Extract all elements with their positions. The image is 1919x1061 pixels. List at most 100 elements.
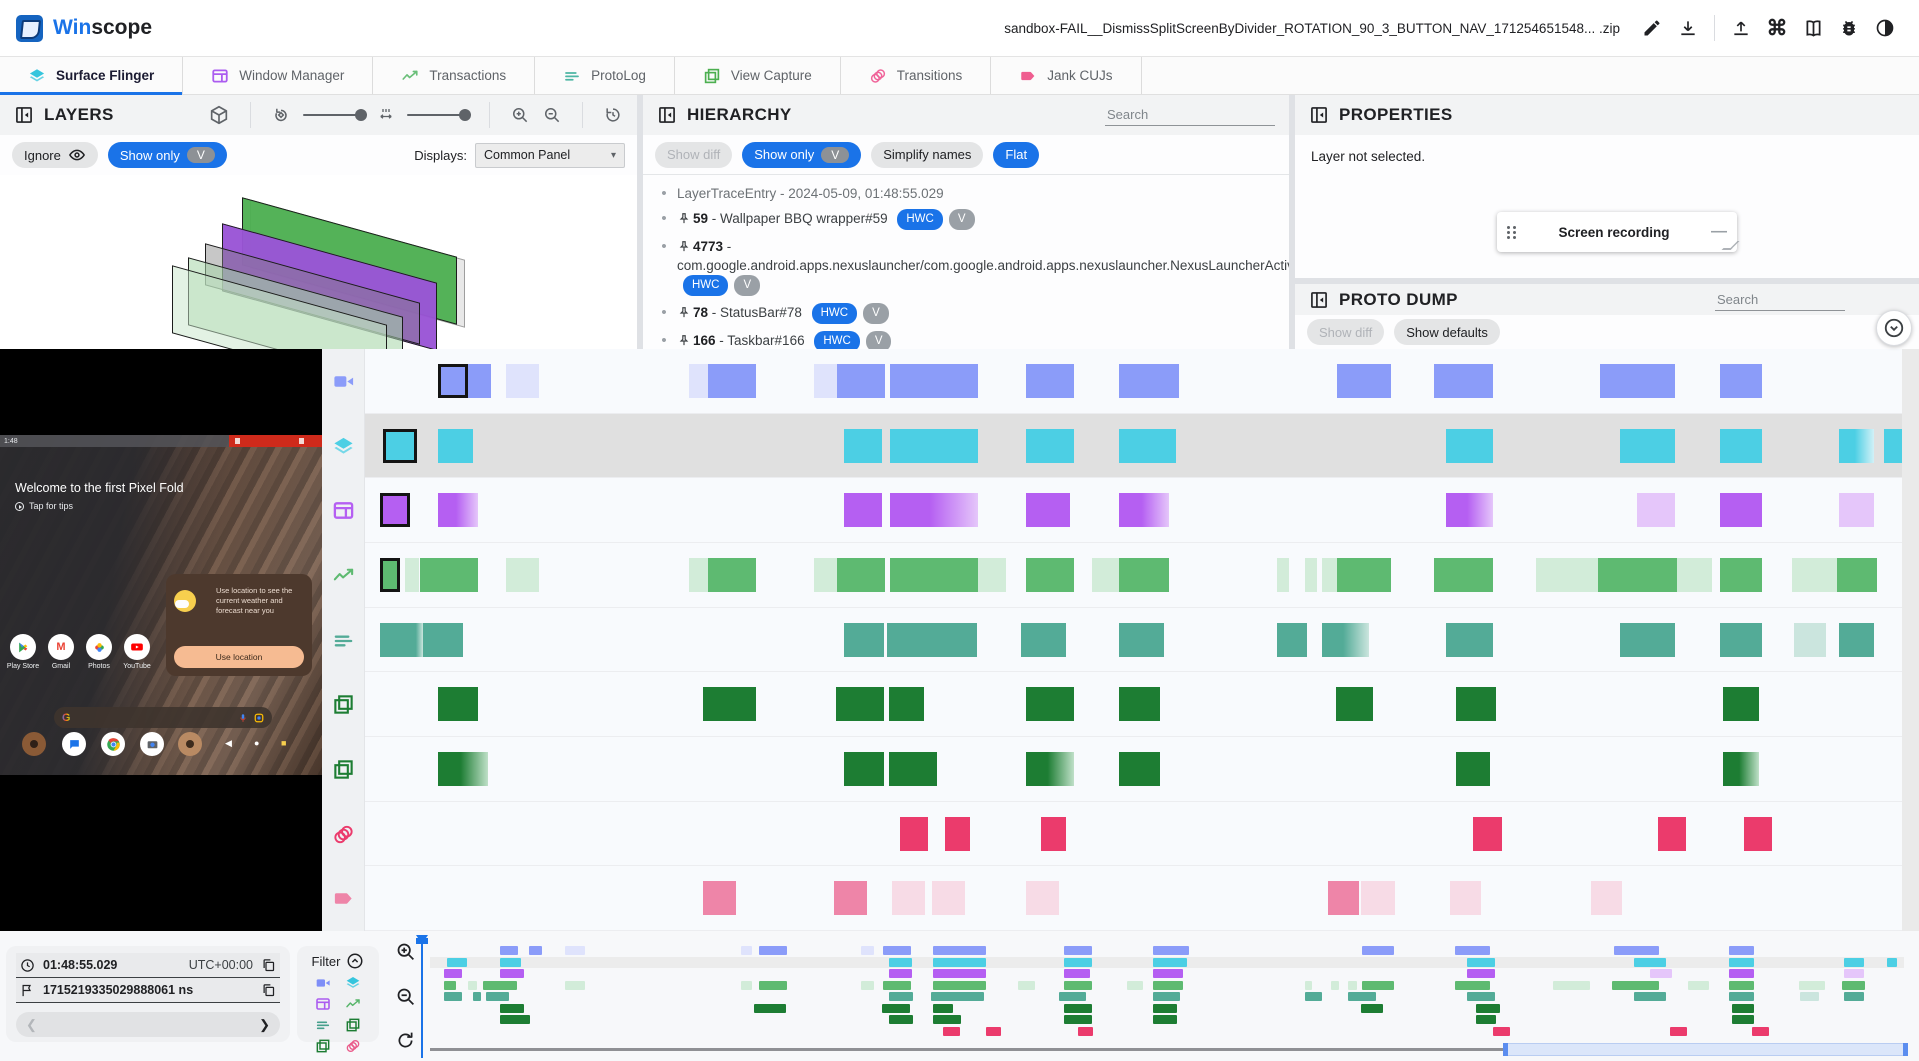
zoom-out-icon[interactable] xyxy=(542,105,562,125)
transitions-filter-icon[interactable] xyxy=(345,1038,361,1054)
copy-icon[interactable] xyxy=(261,958,276,973)
timeline-cursor[interactable] xyxy=(416,935,428,1058)
protolog-filter-icon[interactable] xyxy=(315,1017,331,1033)
trace-block[interactable] xyxy=(1720,558,1762,592)
trace-block[interactable] xyxy=(932,881,965,916)
timeline-row-jank-cujs[interactable] xyxy=(365,866,1902,932)
timeline-row-transactions[interactable] xyxy=(365,543,1902,608)
zoom-out-icon[interactable] xyxy=(395,986,416,1007)
vc-icon[interactable] xyxy=(332,693,355,716)
trace-block[interactable] xyxy=(1337,364,1391,398)
simplify-names-chip[interactable]: Simplify names xyxy=(871,141,984,168)
trace-block[interactable] xyxy=(1884,428,1902,463)
spacing-slider[interactable] xyxy=(407,109,471,121)
trace-block[interactable] xyxy=(1119,364,1179,398)
trace-block[interactable] xyxy=(1792,558,1837,592)
show-diff-chip[interactable]: Show diff xyxy=(1307,319,1385,345)
trace-block[interactable] xyxy=(438,493,478,528)
trace-block[interactable] xyxy=(890,428,978,463)
video-filter-icon[interactable] xyxy=(315,975,331,991)
trace-block[interactable] xyxy=(1119,493,1169,528)
tree-item-trace-entry[interactable]: • LayerTraceEntry - 2024-05-09, 01:48:55.… xyxy=(653,181,1289,206)
trace-block[interactable] xyxy=(703,881,736,916)
trace-block[interactable] xyxy=(1277,622,1307,657)
tree-item-layer[interactable]: • 4773 - com.google.android.apps.nexuslau… xyxy=(653,234,1289,300)
trace-block[interactable] xyxy=(1277,558,1289,592)
minimap-zoom-window[interactable] xyxy=(1503,1043,1908,1056)
reset-zoom-icon[interactable] xyxy=(395,1030,416,1051)
trace-block[interactable] xyxy=(889,687,924,722)
trace-block[interactable] xyxy=(1026,428,1074,463)
trace-block[interactable] xyxy=(1456,687,1496,722)
tab-view-capture[interactable]: View Capture xyxy=(675,57,841,94)
trace-block[interactable] xyxy=(1337,558,1391,592)
dark-mode-toggle-icon[interactable] xyxy=(1867,10,1903,46)
zoom-in-icon[interactable] xyxy=(510,105,530,125)
trace-block[interactable] xyxy=(1119,428,1176,463)
trace-block[interactable] xyxy=(1794,622,1826,657)
trace-block[interactable] xyxy=(1720,364,1762,398)
wm-icon[interactable] xyxy=(332,499,355,522)
trace-block[interactable] xyxy=(689,558,708,592)
entry-scroll-control[interactable]: ❮ ❯ xyxy=(16,1012,280,1037)
trace-block[interactable] xyxy=(1450,881,1481,916)
trace-block[interactable] xyxy=(1620,622,1675,657)
trace-block[interactable] xyxy=(892,881,925,916)
timeline-row-surface-flinger[interactable] xyxy=(365,413,1902,479)
3d-view-icon[interactable] xyxy=(208,104,230,126)
minimize-overlay-icon[interactable]: — xyxy=(1711,223,1727,240)
minimap-slider-track[interactable] xyxy=(430,1048,1505,1051)
next-entry-button[interactable]: ❯ xyxy=(259,1016,270,1032)
trace-block[interactable] xyxy=(837,558,885,592)
show-only-visible-chip[interactable]: Show only V xyxy=(107,142,227,168)
trace-block[interactable] xyxy=(1119,752,1160,786)
rotation-icon[interactable] xyxy=(271,105,291,125)
trace-block[interactable] xyxy=(1092,558,1119,592)
drag-grip-icon[interactable] xyxy=(1507,225,1517,239)
video-icon[interactable] xyxy=(332,370,355,393)
trace-block[interactable] xyxy=(1026,752,1074,786)
trace-block[interactable] xyxy=(1026,364,1074,398)
screen-recording-preview[interactable]: 1:48 Welcome to the first Pixel Fold Tap… xyxy=(0,349,322,931)
timeline-row-view-capture-launcher[interactable] xyxy=(365,737,1902,802)
vc-filter-icon[interactable] xyxy=(345,1017,361,1033)
trace-block[interactable] xyxy=(506,364,539,398)
screen-recording-overlay-handle[interactable]: Screen recording — xyxy=(1497,212,1740,252)
flat-chip[interactable]: Flat xyxy=(993,141,1040,168)
trace-block[interactable] xyxy=(837,364,885,398)
protolog-icon[interactable] xyxy=(332,629,355,652)
download-trace-icon[interactable] xyxy=(1670,10,1706,46)
proto-dump-search-input[interactable] xyxy=(1715,288,1845,311)
trace-block[interactable] xyxy=(1723,687,1759,722)
rotation-slider[interactable] xyxy=(303,109,367,121)
timeline-row-screen-recording[interactable] xyxy=(365,349,1902,414)
trace-block[interactable] xyxy=(703,687,756,722)
trace-block[interactable] xyxy=(1446,428,1493,463)
trace-block[interactable] xyxy=(844,752,884,786)
trace-block[interactable] xyxy=(438,428,473,463)
tab-surface-flinger[interactable]: Surface Flinger xyxy=(0,57,184,95)
tx-icon[interactable] xyxy=(332,564,355,587)
collapse-filter-icon[interactable] xyxy=(346,952,364,970)
trace-block[interactable] xyxy=(423,622,463,657)
trace-block[interactable] xyxy=(380,558,400,592)
cursor-handle[interactable] xyxy=(416,935,428,944)
trace-block[interactable] xyxy=(380,493,410,528)
resize-handle-icon[interactable] xyxy=(1721,241,1740,250)
trace-block[interactable] xyxy=(836,687,884,722)
trace-block[interactable] xyxy=(1446,622,1493,657)
trace-block[interactable] xyxy=(1598,558,1677,592)
trace-block[interactable] xyxy=(890,364,978,398)
trace-block[interactable] xyxy=(708,364,756,398)
trace-block[interactable] xyxy=(1026,493,1070,528)
trace-block[interactable] xyxy=(1637,493,1675,528)
vc-filter-icon[interactable] xyxy=(315,1038,331,1054)
trace-block[interactable] xyxy=(844,622,884,657)
trace-block[interactable] xyxy=(1839,622,1874,657)
trace-block[interactable] xyxy=(1119,558,1169,592)
trace-block[interactable] xyxy=(844,428,882,463)
collapse-panel-icon[interactable] xyxy=(657,105,677,125)
collapse-panel-icon[interactable] xyxy=(1309,290,1329,310)
trace-block[interactable] xyxy=(814,558,837,592)
trace-block[interactable] xyxy=(890,558,978,592)
